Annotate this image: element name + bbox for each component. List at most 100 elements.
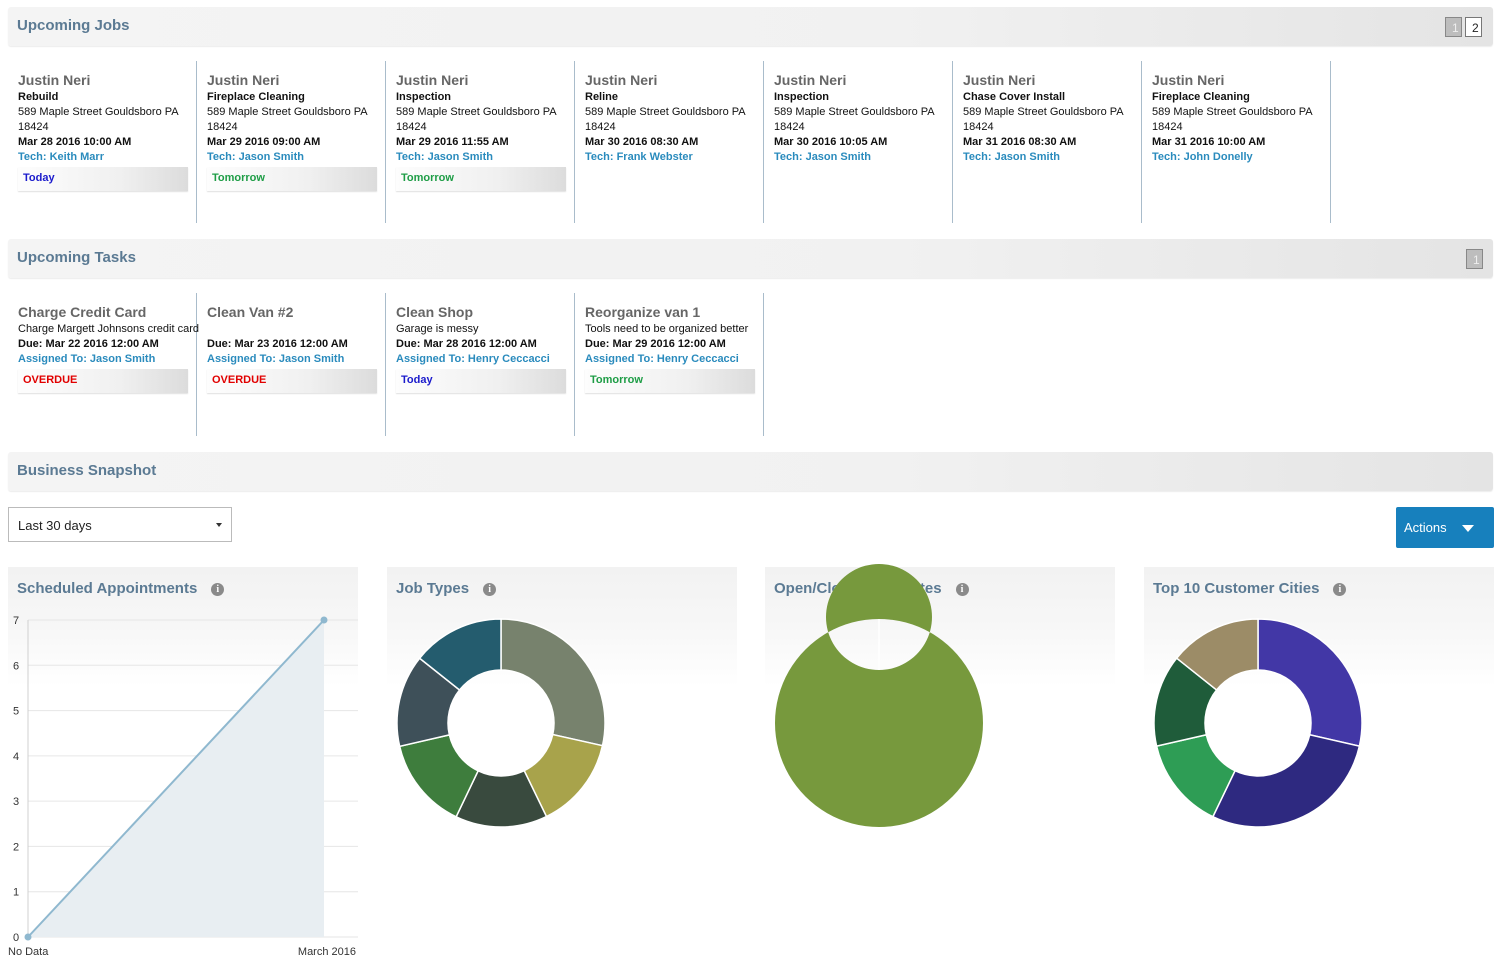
task-card[interactable]: Clean Van #2 Due: Mar 23 2016 12:00 AM A… [197,293,386,436]
top-customer-cities-label: Top 10 Customer Cities [1153,580,1320,597]
data-point[interactable] [24,933,32,941]
upcoming-tasks-title: Upcoming Tasks [17,249,136,266]
y-tick-label: 5 [13,706,19,718]
info-icon[interactable]: i [483,583,497,596]
job-tech: Tech: Keith Marr [18,151,104,163]
job-datetime: Mar 29 2016 11:55 AM [396,136,509,148]
job-types-chart [396,618,606,828]
business-snapshot-header: Business Snapshot [8,452,1493,491]
job-zip: 18424 [963,121,994,133]
job-datetime: Mar 31 2016 08:30 AM [963,136,1077,148]
job-datetime: Mar 31 2016 10:00 AM [1152,136,1266,148]
job-street: 589 Maple Street Gouldsboro PA [774,106,935,118]
business-snapshot-title: Business Snapshot [17,462,157,479]
series-line [27,619,325,938]
top-customer-cities-chart [1153,618,1363,828]
job-status-badge: Tomorrow [207,167,377,191]
job-customer: Justin Neri [963,72,1036,88]
scheduled-appointments-panel: Scheduled Appointments i 0 1 2 3 4 5 6 7 No Data M… [8,567,358,962]
scheduled-appointments-chart: 0 1 2 3 4 5 6 7 No Data March 2016 [8,615,358,958]
job-card[interactable]: Justin Neri Rebuild 589 Maple Street Gou… [8,61,197,223]
task-status-badge: Tomorrow [585,369,755,393]
task-assignee: Assigned To: Henry Ceccacci [585,353,739,365]
job-type: Fireplace Cleaning [207,91,305,103]
job-tech: Tech: Jason Smith [963,151,1060,163]
tasks-page-1-button[interactable]: 1 [1466,249,1483,269]
info-icon[interactable]: i [955,583,969,596]
pie-slice[interactable] [1257,618,1363,748]
job-types-panel: Job Types i [387,567,737,962]
date-range-select[interactable]: Last 30 days [8,507,232,542]
job-type: Rebuild [18,91,59,103]
task-status-badge: OVERDUE [207,369,377,393]
job-card[interactable]: Justin Neri Reline 589 Maple Street Goul… [575,61,764,223]
scheduled-appointments-title: Scheduled Appointments i [17,580,225,597]
task-title: Clean Van #2 [207,304,294,320]
job-datetime: Mar 30 2016 08:30 AM [585,136,699,148]
job-type: Chase Cover Install [963,91,1066,103]
x-tick-label: March 2016 [298,946,356,958]
job-type: Inspection [774,91,830,103]
job-customer: Justin Neri [585,72,658,88]
job-card[interactable]: Justin Neri Fireplace Cleaning 589 Maple… [197,61,386,223]
open-closed-estimates-panel: Open/Closed Estimatesi [765,564,1115,962]
y-tick-label: 1 [13,887,19,899]
job-street: 589 Maple Street Gouldsboro PA [1152,106,1313,118]
job-street: 589 Maple Street Gouldsboro PA [963,106,1124,118]
jobs-page-1-button[interactable]: 1 [1445,17,1462,37]
job-customer: Justin Neri [774,72,847,88]
scheduled-appointments-label: Scheduled Appointments [17,580,198,597]
task-assignee: Assigned To: Henry Ceccacci [396,353,550,365]
upcoming-jobs-header: Upcoming Jobs 1 2 [8,7,1493,46]
jobs-pager: 1 2 [1445,17,1482,37]
y-tick-label: 3 [13,796,19,808]
pie-slice[interactable] [418,618,502,692]
job-tech: Tech: Jason Smith [396,151,493,163]
job-card[interactable]: Justin Neri Inspection 589 Maple Street … [764,61,953,223]
job-card[interactable]: Justin Neri Fireplace Cleaning 589 Maple… [1142,61,1331,223]
job-status-badge: Tomorrow [396,167,566,191]
job-street: 589 Maple Street Gouldsboro PA [18,106,179,118]
job-types-label: Job Types [396,580,470,597]
task-card[interactable]: Clean Shop Garage is messy Due: Mar 28 2… [386,293,575,436]
task-card[interactable]: Charge Credit Card Charge Margett Johnso… [8,293,199,436]
jobs-page-2-button[interactable]: 2 [1465,17,1482,37]
job-zip: 18424 [18,121,49,133]
job-card[interactable]: Justin Neri Chase Cover Install 589 Mapl… [953,61,1142,223]
task-assignee: Assigned To: Jason Smith [18,353,156,365]
task-description: Charge Margett Johnsons credit card [18,323,199,335]
job-street: 589 Maple Street Gouldsboro PA [585,106,746,118]
job-datetime: Mar 30 2016 10:05 AM [774,136,888,148]
job-tech: Tech: John Donelly [1152,151,1253,163]
pie-slice[interactable] [774,564,983,827]
pie-slice[interactable] [1211,733,1361,828]
task-assignee: Assigned To: Jason Smith [207,353,345,365]
task-due: Due: Mar 23 2016 12:00 AM [207,338,348,350]
job-card[interactable]: Justin Neri Inspection 589 Maple Street … [386,61,575,223]
data-point[interactable] [320,616,328,624]
job-status-badge: Today [18,167,188,191]
job-customer: Justin Neri [396,72,469,88]
upcoming-jobs-title: Upcoming Jobs [17,17,130,34]
job-zip: 18424 [774,121,805,133]
job-datetime: Mar 29 2016 09:00 AM [207,136,321,148]
actions-button[interactable]: Actions [1396,507,1494,548]
y-tick-label: 7 [13,615,19,627]
pie-slice[interactable] [1175,618,1259,692]
task-due: Due: Mar 28 2016 12:00 AM [396,338,537,350]
y-tick-label: 4 [13,751,19,763]
task-card[interactable]: Reorganize van 1 Tools need to be organi… [575,293,764,436]
task-due: Due: Mar 29 2016 12:00 AM [585,338,726,350]
job-tech: Tech: Jason Smith [207,151,304,163]
actions-label: Actions [1404,520,1447,535]
job-customer: Justin Neri [207,72,280,88]
pie-slice[interactable] [500,618,606,747]
tasks-pager: 1 [1466,249,1483,269]
y-tick-label: 6 [13,660,19,672]
task-description [207,322,385,337]
task-title: Clean Shop [396,304,474,320]
job-tech: Tech: Jason Smith [774,151,871,163]
job-zip: 18424 [396,121,427,133]
info-icon[interactable]: i [1333,583,1347,596]
info-icon[interactable]: i [211,583,225,596]
